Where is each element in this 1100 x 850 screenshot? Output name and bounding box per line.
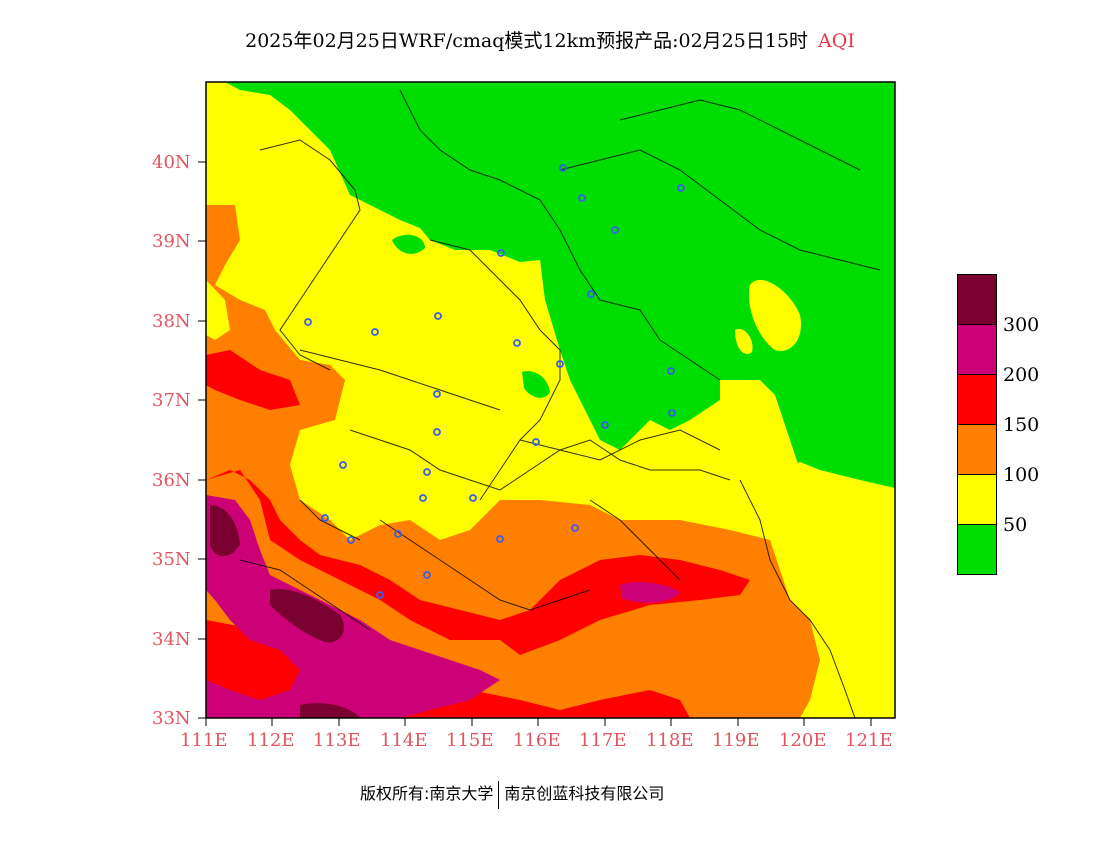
lon-label: 114E xyxy=(380,730,428,751)
lon-label: 117E xyxy=(579,730,627,751)
legend-swatch-usg xyxy=(957,424,997,474)
legend-label: 100 xyxy=(1003,464,1040,486)
station-marker xyxy=(434,312,442,320)
legend-swatch-hazardous xyxy=(957,274,997,324)
lon-label: 116E xyxy=(513,730,561,751)
station-marker xyxy=(433,390,441,398)
station-marker xyxy=(578,194,586,202)
station-marker xyxy=(667,367,675,375)
lat-label: 37N xyxy=(152,390,191,411)
axis-ticks xyxy=(198,161,872,726)
station-marker xyxy=(532,438,540,446)
title-main: 2025年02月25日WRF/cmaq模式12km预报产品:02月25日15时 xyxy=(245,30,809,52)
legend-label: 150 xyxy=(1003,414,1040,436)
station-marker xyxy=(376,591,384,599)
station-marker xyxy=(423,571,431,579)
hazardous-zone xyxy=(210,505,240,557)
lon-label: 113E xyxy=(313,730,361,751)
legend-label: 300 xyxy=(1003,314,1040,336)
lon-label: 121E xyxy=(845,730,893,751)
station-marker xyxy=(587,290,595,298)
station-marker xyxy=(601,421,609,429)
station-marker xyxy=(556,360,564,368)
legend-swatch-good xyxy=(957,524,997,575)
lon-label: 120E xyxy=(779,730,827,751)
map-title: 2025年02月25日WRF/cmaq模式12km预报产品:02月25日15时 A… xyxy=(0,26,1100,53)
aqi-legend xyxy=(957,274,997,575)
station-marker xyxy=(347,536,355,544)
footer-right: 南京创蓝科技有限公司 xyxy=(504,784,665,803)
station-marker xyxy=(611,226,619,234)
lat-label: 35N xyxy=(152,549,191,570)
legend-label: 50 xyxy=(1003,514,1028,536)
lat-label: 40N xyxy=(152,152,191,173)
station-marker xyxy=(394,530,402,538)
station-marker xyxy=(419,494,427,502)
province-boundaries xyxy=(239,89,881,718)
station-marker xyxy=(496,535,504,543)
station-marker xyxy=(339,461,347,469)
legend-swatch-moderate xyxy=(957,474,997,524)
copyright-footer: 版权所有:南京大学 南京创蓝科技有限公司 xyxy=(360,780,664,809)
station-marker xyxy=(423,468,431,476)
station-marker xyxy=(469,494,477,502)
footer-left: 版权所有:南京大学 xyxy=(360,784,494,803)
title-variable: AQI xyxy=(818,30,855,52)
legend-swatch-very-unhealthy xyxy=(957,324,997,374)
station-marker xyxy=(497,249,505,257)
lat-label: 38N xyxy=(152,311,191,332)
lon-label: 112E xyxy=(247,730,295,751)
station-marker xyxy=(513,339,521,347)
lon-label: 118E xyxy=(646,730,694,751)
lon-label: 119E xyxy=(712,730,760,751)
station-marker xyxy=(371,328,379,336)
station-marker xyxy=(668,409,676,417)
lat-label: 36N xyxy=(152,470,191,491)
lon-label: 111E xyxy=(180,730,228,751)
aqi-field xyxy=(206,82,895,718)
station-marker xyxy=(559,164,567,172)
legend-label: 200 xyxy=(1003,364,1040,386)
station-marker xyxy=(433,428,441,436)
station-marker xyxy=(304,318,312,326)
footer-separator xyxy=(498,780,500,809)
lat-label: 33N xyxy=(152,708,191,729)
station-marker xyxy=(571,524,579,532)
unhealthy-zone xyxy=(206,350,300,410)
very-unhealthy-zone xyxy=(206,495,500,718)
station-markers xyxy=(304,164,685,599)
lat-label: 34N xyxy=(152,629,191,650)
station-marker xyxy=(677,184,685,192)
lon-label: 115E xyxy=(446,730,494,751)
lat-label: 39N xyxy=(152,231,191,252)
station-marker xyxy=(321,514,329,522)
legend-swatch-unhealthy xyxy=(957,374,997,424)
